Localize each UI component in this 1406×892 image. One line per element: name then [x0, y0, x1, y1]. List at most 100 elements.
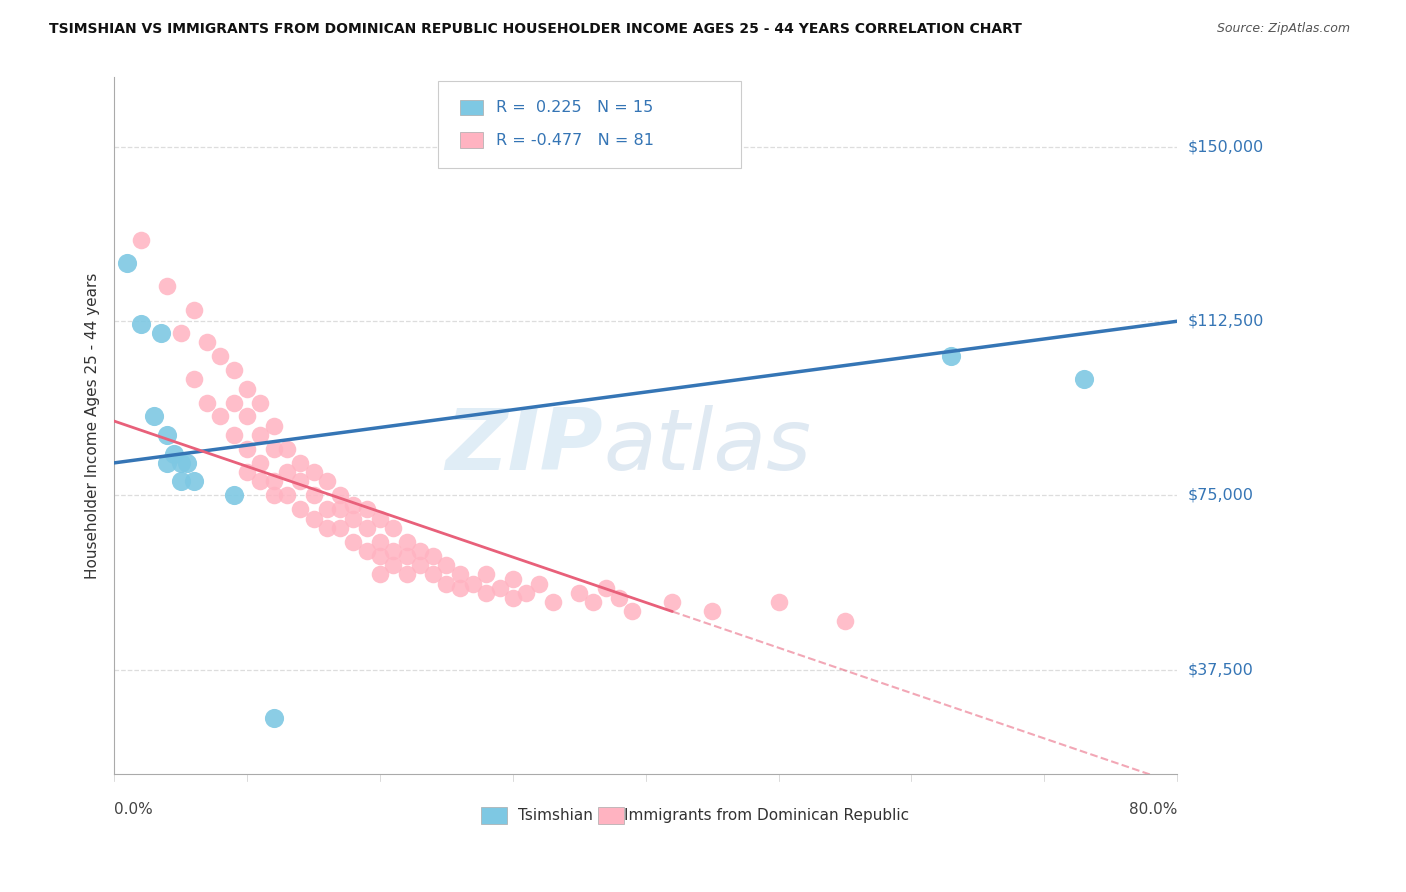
Point — [395, 549, 418, 563]
Point — [249, 428, 271, 442]
Point — [169, 326, 191, 340]
Point — [249, 456, 271, 470]
Point — [183, 475, 205, 489]
Point — [129, 233, 152, 247]
Text: $150,000: $150,000 — [1188, 140, 1264, 154]
Point — [156, 279, 179, 293]
Point — [382, 558, 405, 572]
Point — [263, 418, 285, 433]
Text: R = -0.477   N = 81: R = -0.477 N = 81 — [496, 133, 654, 148]
Point — [607, 591, 630, 605]
FancyBboxPatch shape — [598, 806, 624, 824]
Text: 80.0%: 80.0% — [1129, 802, 1177, 817]
Point — [236, 465, 259, 479]
Point — [195, 395, 218, 409]
Point — [581, 595, 603, 609]
Point — [209, 349, 232, 363]
Point — [356, 521, 378, 535]
Point — [541, 595, 564, 609]
Text: Immigrants from Dominican Republic: Immigrants from Dominican Republic — [624, 808, 910, 823]
Point — [302, 465, 325, 479]
Point — [163, 447, 186, 461]
Point — [263, 488, 285, 502]
Text: atlas: atlas — [603, 405, 811, 488]
Text: 0.0%: 0.0% — [114, 802, 153, 817]
Text: Tsimshian: Tsimshian — [519, 808, 593, 823]
Point — [529, 576, 551, 591]
Point — [768, 595, 790, 609]
Point — [368, 549, 391, 563]
Point — [461, 576, 484, 591]
Point — [661, 595, 683, 609]
Point — [276, 442, 298, 456]
Point — [195, 335, 218, 350]
Text: $75,000: $75,000 — [1188, 488, 1254, 503]
Point — [302, 511, 325, 525]
Point — [329, 502, 352, 516]
Point — [395, 534, 418, 549]
Point — [395, 567, 418, 582]
Point — [236, 442, 259, 456]
Point — [1073, 372, 1095, 386]
Text: ZIP: ZIP — [446, 405, 603, 488]
Point — [409, 544, 432, 558]
Point — [595, 581, 617, 595]
Point — [422, 567, 444, 582]
Point — [222, 428, 245, 442]
FancyBboxPatch shape — [481, 806, 508, 824]
Point — [356, 544, 378, 558]
Point — [209, 409, 232, 424]
Point — [117, 256, 139, 270]
Point — [382, 521, 405, 535]
Point — [368, 534, 391, 549]
Point — [475, 567, 498, 582]
Point — [502, 591, 524, 605]
Point — [834, 614, 856, 628]
Point — [156, 456, 179, 470]
Point — [183, 372, 205, 386]
Point — [222, 488, 245, 502]
Point — [422, 549, 444, 563]
Point — [315, 502, 337, 516]
Point — [382, 544, 405, 558]
Point — [941, 349, 963, 363]
Point — [621, 605, 644, 619]
Point — [169, 475, 191, 489]
Point — [475, 586, 498, 600]
Point — [290, 475, 312, 489]
Point — [368, 567, 391, 582]
Text: $112,500: $112,500 — [1188, 314, 1264, 329]
Point — [222, 363, 245, 377]
Point — [149, 326, 172, 340]
Point — [449, 581, 471, 595]
Point — [176, 456, 198, 470]
Point — [568, 586, 591, 600]
Point — [263, 711, 285, 725]
Point — [700, 605, 723, 619]
Text: Source: ZipAtlas.com: Source: ZipAtlas.com — [1216, 22, 1350, 36]
Point — [263, 442, 285, 456]
Point — [434, 558, 457, 572]
Text: R =  0.225   N = 15: R = 0.225 N = 15 — [496, 100, 652, 115]
Point — [329, 488, 352, 502]
Text: $37,500: $37,500 — [1188, 662, 1254, 677]
Point — [515, 586, 537, 600]
Point — [302, 488, 325, 502]
Point — [342, 511, 364, 525]
Point — [290, 502, 312, 516]
Point — [156, 428, 179, 442]
Y-axis label: Householder Income Ages 25 - 44 years: Householder Income Ages 25 - 44 years — [86, 273, 100, 579]
Point — [449, 567, 471, 582]
Point — [249, 475, 271, 489]
Point — [434, 576, 457, 591]
Point — [315, 521, 337, 535]
Point — [290, 456, 312, 470]
Point — [129, 317, 152, 331]
Point — [488, 581, 510, 595]
Point — [356, 502, 378, 516]
FancyBboxPatch shape — [439, 81, 741, 168]
FancyBboxPatch shape — [460, 100, 484, 115]
Point — [502, 572, 524, 586]
Point — [236, 382, 259, 396]
Point — [276, 465, 298, 479]
